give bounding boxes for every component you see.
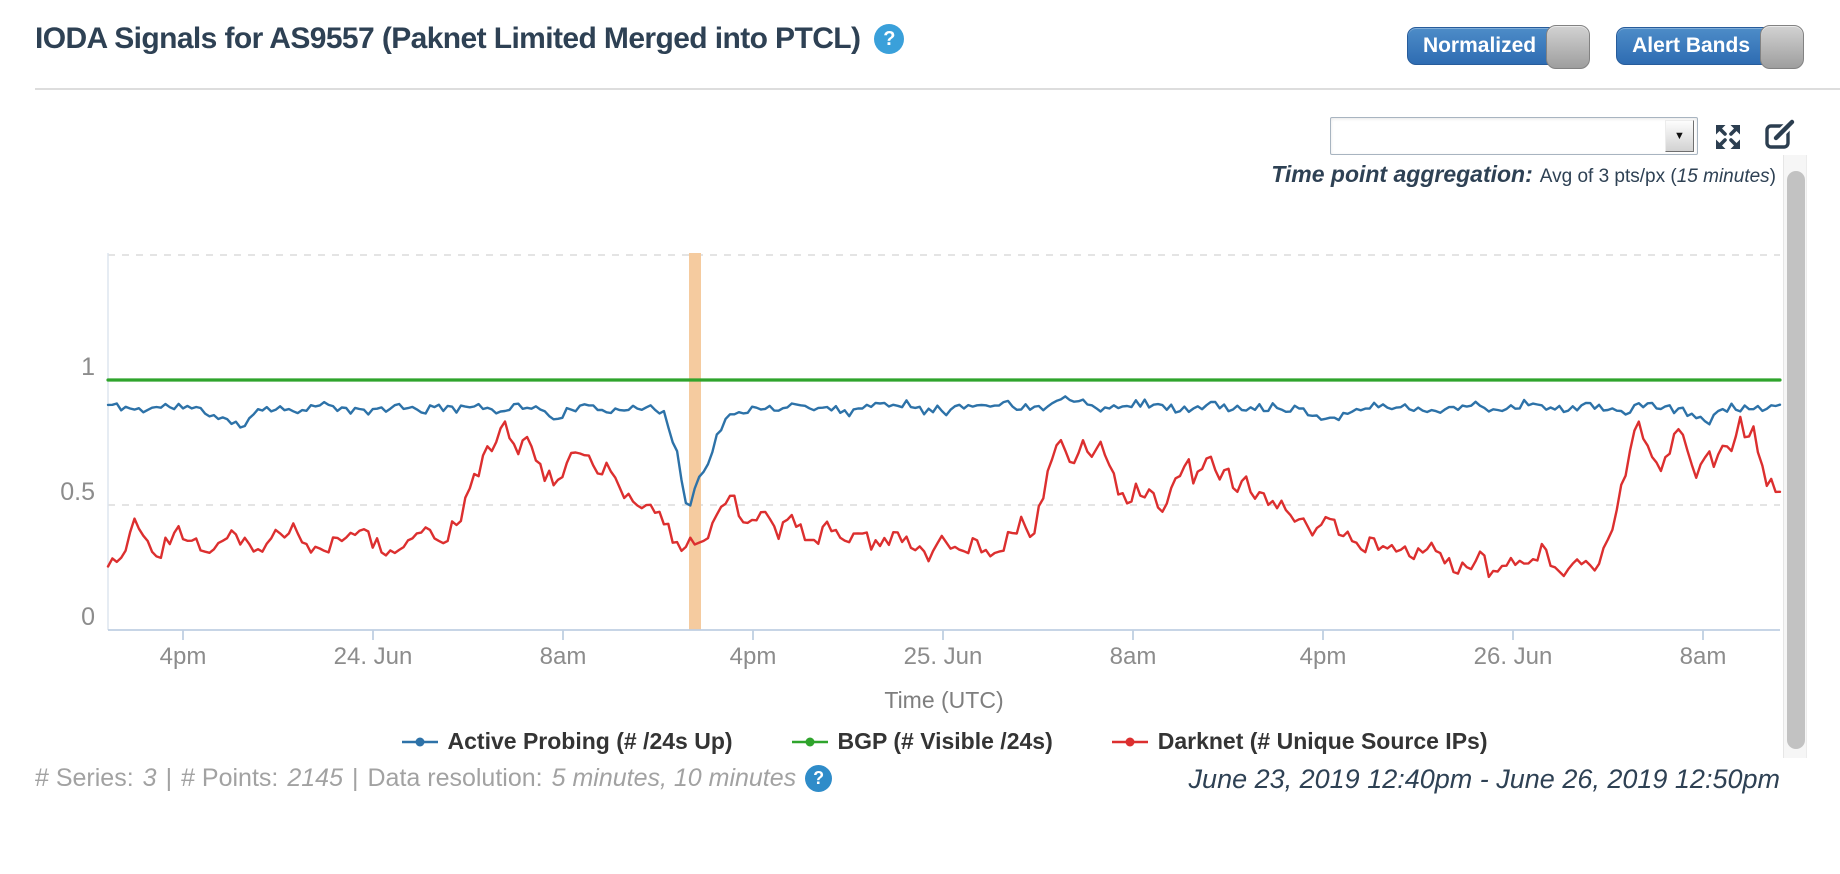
dropdown-arrow-button[interactable]: ▼ (1665, 120, 1694, 152)
legend-label: BGP (# Visible /24s) (837, 728, 1053, 754)
svg-text:4pm: 4pm (1300, 643, 1347, 670)
chart-legend: Active Probing (# /24s Up) BGP (# Visibl… (108, 728, 1780, 755)
svg-text:1: 1 (81, 353, 95, 381)
question-mark-icon: ? (883, 27, 896, 50)
expand-icon (1716, 125, 1740, 149)
header-divider (35, 88, 1840, 90)
chevron-down-icon: ▼ (1674, 130, 1685, 142)
legend-item-darknet[interactable]: Darknet (# Unique Source IPs) (1111, 728, 1488, 755)
title-help-button[interactable]: ? (874, 24, 905, 54)
stats-help-button[interactable]: ? (805, 765, 833, 792)
svg-text:8am: 8am (540, 643, 587, 670)
date-range: June 23, 2019 12:40pm - June 26, 2019 12… (1188, 764, 1780, 794)
scrollbar[interactable] (1783, 155, 1807, 758)
legend-item-active-probing[interactable]: Active Probing (# /24s Up) (401, 728, 733, 755)
line-marker-icon (1111, 737, 1148, 746)
header-toggles: Normalized Alert Bands (1406, 25, 1804, 69)
expand-chart-button[interactable] (1712, 121, 1744, 153)
svg-text:4pm: 4pm (730, 643, 777, 670)
series-stats: # Series: 3 | # Points: 2145 | Data reso… (35, 764, 833, 793)
svg-text:Time (UTC): Time (UTC) (884, 687, 1003, 713)
header: IODA Signals for AS9557 (Paknet Limited … (35, 22, 905, 56)
aggregation-info: Time point aggregation: Avg of 3 pts/px (… (1271, 161, 1776, 187)
svg-text:24. Jun: 24. Jun (334, 643, 413, 670)
chart-footer: # Series: 3 | # Points: 2145 | Data reso… (35, 764, 1780, 795)
toggle-knob[interactable] (1546, 25, 1591, 69)
legend-label: Active Probing (# /24s Up) (447, 728, 733, 754)
alert-bands-toggle-label: Alert Bands (1632, 34, 1750, 57)
line-marker-icon (791, 737, 828, 746)
svg-text:8am: 8am (1110, 643, 1157, 670)
alert-bands-toggle[interactable]: Alert Bands (1616, 25, 1804, 69)
svg-text:26. Jun: 26. Jun (1474, 643, 1553, 670)
svg-text:4pm: 4pm (160, 643, 207, 670)
line-marker-icon (401, 737, 438, 746)
normalized-toggle-label: Normalized (1422, 34, 1537, 57)
svg-text:25. Jun: 25. Jun (904, 643, 983, 670)
svg-text:0: 0 (81, 603, 95, 631)
edit-icon (1765, 118, 1796, 149)
legend-label: Darknet (# Unique Source IPs) (1157, 728, 1488, 754)
svg-text:0.5: 0.5 (60, 478, 95, 506)
aggregation-label: Time point aggregation: (1271, 161, 1533, 187)
toggle-knob[interactable] (1760, 25, 1804, 69)
edit-chart-button[interactable] (1762, 118, 1796, 152)
scrollbar-thumb[interactable] (1787, 171, 1805, 749)
svg-text:8am: 8am (1680, 643, 1727, 670)
page-title: IODA Signals for AS9557 (Paknet Limited … (35, 22, 861, 55)
series-dropdown[interactable]: ▼ (1330, 117, 1698, 155)
normalized-toggle[interactable]: Normalized (1406, 25, 1591, 69)
legend-item-bgp[interactable]: BGP (# Visible /24s) (791, 728, 1053, 755)
question-mark-icon: ? (813, 768, 825, 788)
